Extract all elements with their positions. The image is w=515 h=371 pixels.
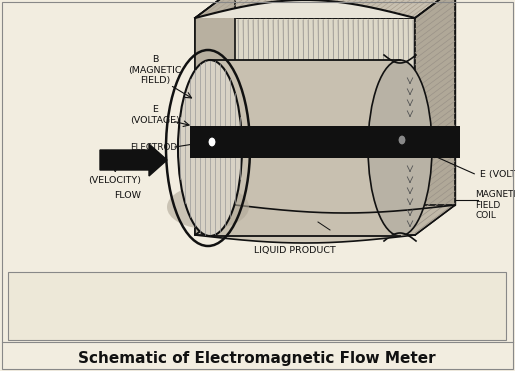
Text: E = VBD: E = VBD [75,299,135,312]
Text: E (VOLTAGE): E (VOLTAGE) [480,171,515,180]
Polygon shape [195,18,415,235]
Text: B = MAGNETIC FIELD: B = MAGNETIC FIELD [165,312,256,321]
Text: LIQUID PRODUCT: LIQUID PRODUCT [254,246,336,255]
Text: FLOW TUBE: FLOW TUBE [328,229,383,237]
Polygon shape [195,205,455,235]
Polygon shape [190,126,460,158]
Ellipse shape [178,60,242,236]
Text: MAGNETIC
FIELD
COIL: MAGNETIC FIELD COIL [475,190,515,220]
Polygon shape [195,235,415,243]
Text: B
(MAGNETIC
FIELD): B (MAGNETIC FIELD) [128,55,182,85]
Ellipse shape [398,135,406,145]
Text: ELECTRODE: ELECTRODE [130,142,183,151]
Polygon shape [415,0,455,235]
Text: V
(VELOCITY): V (VELOCITY) [89,165,142,185]
Polygon shape [195,0,455,18]
Polygon shape [195,0,235,235]
Polygon shape [195,0,415,18]
Bar [8,272,506,340]
Text: E = INDUCED VOLTAGE: E = INDUCED VOLTAGE [165,282,265,291]
Text: FLOW: FLOW [114,190,142,200]
Text: V = AVERAGE LIQUID VELOCITY: V = AVERAGE LIQUID VELOCITY [165,297,301,306]
Polygon shape [210,60,400,236]
FancyArrow shape [100,144,167,176]
Ellipse shape [208,137,216,147]
Text: D = DISTANCE BETWEEN ELECTRODES (PIPE I. D.): D = DISTANCE BETWEEN ELECTRODES (PIPE I.… [165,327,381,336]
Polygon shape [235,0,455,205]
Ellipse shape [167,185,249,229]
Text: Schematic of Electromagnetic Flow Meter: Schematic of Electromagnetic Flow Meter [78,351,436,365]
Ellipse shape [368,60,432,236]
Text: E
(VOLTAGE): E (VOLTAGE) [130,105,180,125]
